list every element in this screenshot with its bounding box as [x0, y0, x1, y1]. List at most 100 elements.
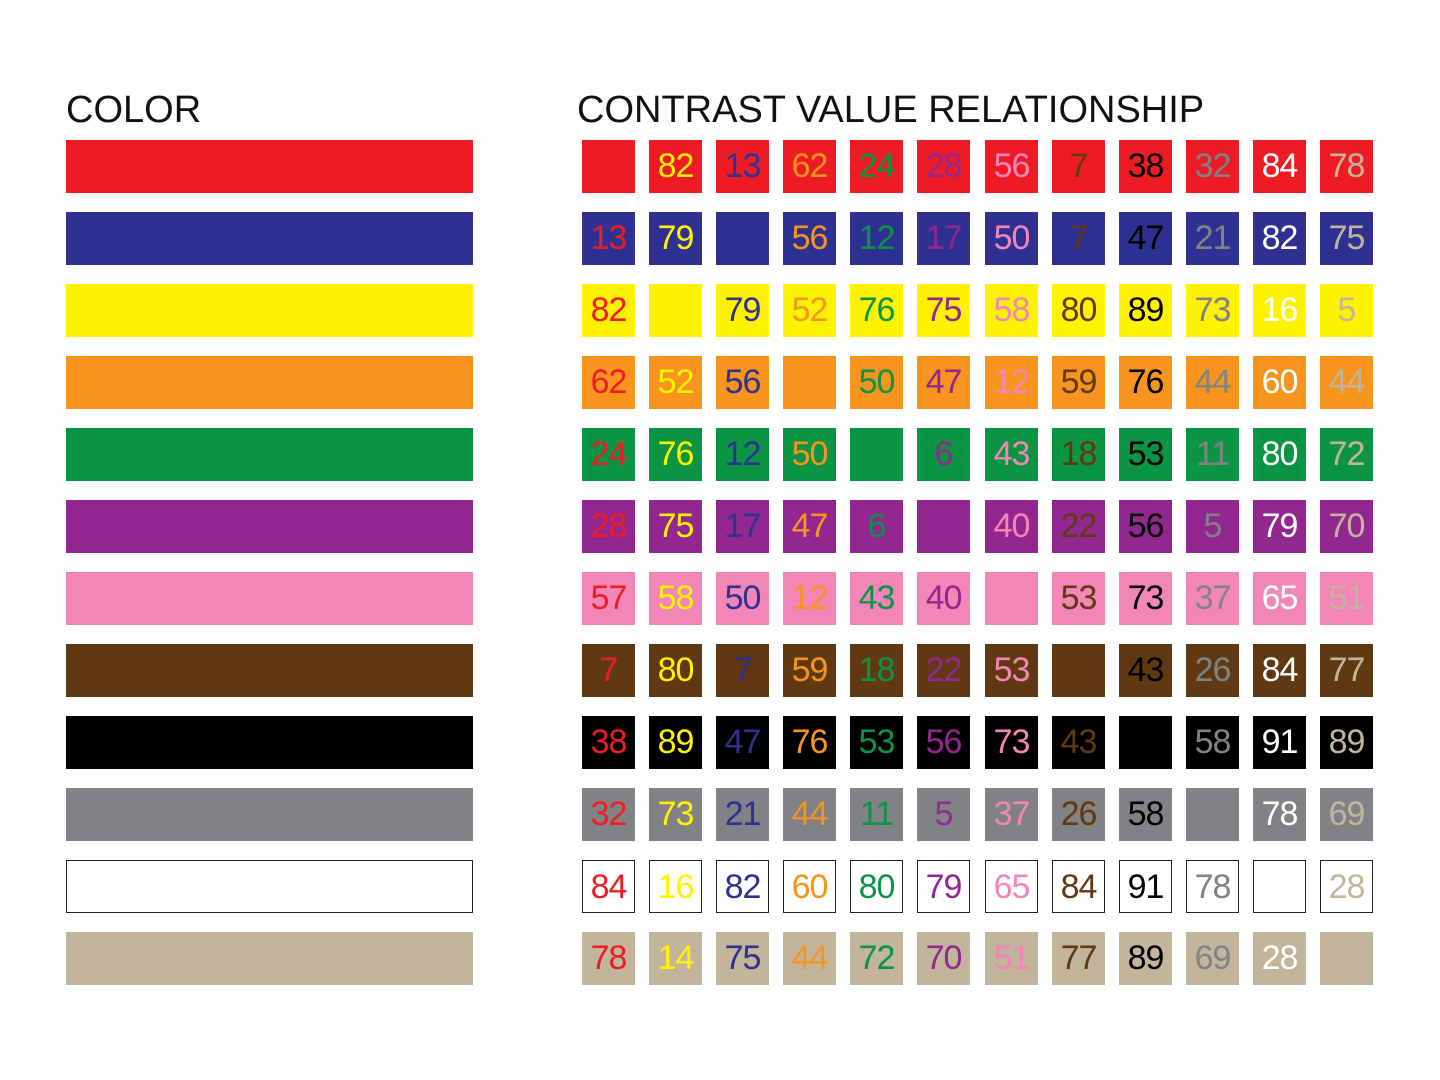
contrast-cell-orange-white: 60 [1253, 356, 1306, 409]
contrast-cell-purple-white: 79 [1253, 500, 1306, 553]
contrast-cell-white-tan: 28 [1320, 860, 1373, 913]
contrast-cell-blue-blue [716, 212, 769, 265]
contrast-cell-yellow-orange: 52 [783, 284, 836, 337]
color-swatch-blue [66, 212, 473, 265]
contrast-cell-black-gray: 58 [1186, 716, 1239, 769]
contrast-cell-purple-blue: 17 [716, 500, 769, 553]
contrast-cell-yellow-red: 82 [582, 284, 635, 337]
contrast-cell-brown-black: 43 [1119, 644, 1172, 697]
contrast-cell-brown-gray: 26 [1186, 644, 1239, 697]
contrast-cell-white-red: 84 [582, 860, 635, 913]
contrast-cell-brown-yellow: 80 [649, 644, 702, 697]
contrast-cell-blue-tan: 75 [1320, 212, 1373, 265]
contrast-cell-black-pink: 73 [985, 716, 1038, 769]
contrast-cell-pink-yellow: 58 [649, 572, 702, 625]
contrast-cell-black-brown: 43 [1052, 716, 1105, 769]
contrast-cell-green-tan: 72 [1320, 428, 1373, 481]
contrast-cell-orange-orange [783, 356, 836, 409]
contrast-cell-gray-gray [1186, 788, 1239, 841]
contrast-cell-brown-blue: 7 [716, 644, 769, 697]
contrast-cell-orange-purple: 47 [917, 356, 970, 409]
color-swatch-pink [66, 572, 473, 625]
contrast-cell-tan-brown: 77 [1052, 932, 1105, 985]
color-swatch-white [66, 860, 473, 913]
contrast-cell-purple-yellow: 75 [649, 500, 702, 553]
contrast-cell-gray-blue: 21 [716, 788, 769, 841]
contrast-cell-gray-tan: 69 [1320, 788, 1373, 841]
contrast-cell-blue-pink: 50 [985, 212, 1038, 265]
contrast-cell-gray-yellow: 73 [649, 788, 702, 841]
contrast-cell-green-black: 53 [1119, 428, 1172, 481]
contrast-cell-orange-green: 50 [850, 356, 903, 409]
contrast-cell-orange-gray: 44 [1186, 356, 1239, 409]
contrast-cell-red-pink: 56 [985, 140, 1038, 193]
contrast-cell-green-gray: 11 [1186, 428, 1239, 481]
contrast-cell-black-white: 91 [1253, 716, 1306, 769]
contrast-cell-orange-pink: 12 [985, 356, 1038, 409]
contrast-cell-green-yellow: 76 [649, 428, 702, 481]
contrast-cell-gray-orange: 44 [783, 788, 836, 841]
contrast-cell-tan-purple: 70 [917, 932, 970, 985]
contrast-cell-tan-pink: 51 [985, 932, 1038, 985]
contrast-cell-gray-red: 32 [582, 788, 635, 841]
contrast-cell-pink-red: 57 [582, 572, 635, 625]
contrast-cell-purple-gray: 5 [1186, 500, 1239, 553]
contrast-cell-brown-red: 7 [582, 644, 635, 697]
contrast-cell-red-blue: 13 [716, 140, 769, 193]
contrast-cell-white-yellow: 16 [649, 860, 702, 913]
contrast-cell-orange-tan: 44 [1320, 356, 1373, 409]
contrast-cell-blue-brown: 7 [1052, 212, 1105, 265]
contrast-cell-purple-tan: 70 [1320, 500, 1373, 553]
color-title: COLOR [66, 89, 202, 131]
contrast-cell-white-orange: 60 [783, 860, 836, 913]
contrast-cell-green-orange: 50 [783, 428, 836, 481]
contrast-cell-brown-pink: 53 [985, 644, 1038, 697]
contrast-cell-black-black [1119, 716, 1172, 769]
contrast-cell-white-black: 91 [1119, 860, 1172, 913]
contrast-cell-white-gray: 78 [1186, 860, 1239, 913]
contrast-cell-green-brown: 18 [1052, 428, 1105, 481]
contrast-cell-red-red [582, 140, 635, 193]
contrast-cell-white-purple: 79 [917, 860, 970, 913]
contrast-cell-green-blue: 12 [716, 428, 769, 481]
color-swatch-black [66, 716, 473, 769]
contrast-cell-gray-black: 58 [1119, 788, 1172, 841]
contrast-cell-pink-pink [985, 572, 1038, 625]
contrast-cell-black-blue: 47 [716, 716, 769, 769]
contrast-cell-purple-purple [917, 500, 970, 553]
contrast-cell-pink-gray: 37 [1186, 572, 1239, 625]
contrast-cell-blue-green: 12 [850, 212, 903, 265]
contrast-cell-white-pink: 65 [985, 860, 1038, 913]
contrast-cell-purple-brown: 22 [1052, 500, 1105, 553]
contrast-cell-white-blue: 82 [716, 860, 769, 913]
color-swatch-purple [66, 500, 473, 553]
contrast-cell-black-tan: 89 [1320, 716, 1373, 769]
contrast-cell-tan-blue: 75 [716, 932, 769, 985]
contrast-cell-yellow-tan: 5 [1320, 284, 1373, 337]
contrast-cell-red-tan: 78 [1320, 140, 1373, 193]
contrast-cell-orange-yellow: 52 [649, 356, 702, 409]
contrast-cell-black-red: 38 [582, 716, 635, 769]
contrast-cell-yellow-black: 89 [1119, 284, 1172, 337]
contrast-cell-green-white: 80 [1253, 428, 1306, 481]
contrast-cell-blue-orange: 56 [783, 212, 836, 265]
contrast-cell-green-red: 24 [582, 428, 635, 481]
contrast-cell-tan-red: 78 [582, 932, 635, 985]
color-swatch-orange [66, 356, 473, 409]
contrast-cell-blue-white: 82 [1253, 212, 1306, 265]
contrast-cell-purple-orange: 47 [783, 500, 836, 553]
color-swatch-green [66, 428, 473, 481]
contrast-cell-pink-green: 43 [850, 572, 903, 625]
contrast-cell-yellow-pink: 58 [985, 284, 1038, 337]
contrast-cell-black-green: 53 [850, 716, 903, 769]
contrast-cell-pink-orange: 12 [783, 572, 836, 625]
contrast-cell-purple-black: 56 [1119, 500, 1172, 553]
contrast-cell-tan-white: 28 [1253, 932, 1306, 985]
contrast-cell-yellow-brown: 80 [1052, 284, 1105, 337]
contrast-cell-green-green [850, 428, 903, 481]
contrast-cell-gray-white: 78 [1253, 788, 1306, 841]
contrast-cell-tan-tan [1320, 932, 1373, 985]
contrast-cell-purple-green: 6 [850, 500, 903, 553]
contrast-cell-brown-green: 18 [850, 644, 903, 697]
contrast-cell-brown-orange: 59 [783, 644, 836, 697]
